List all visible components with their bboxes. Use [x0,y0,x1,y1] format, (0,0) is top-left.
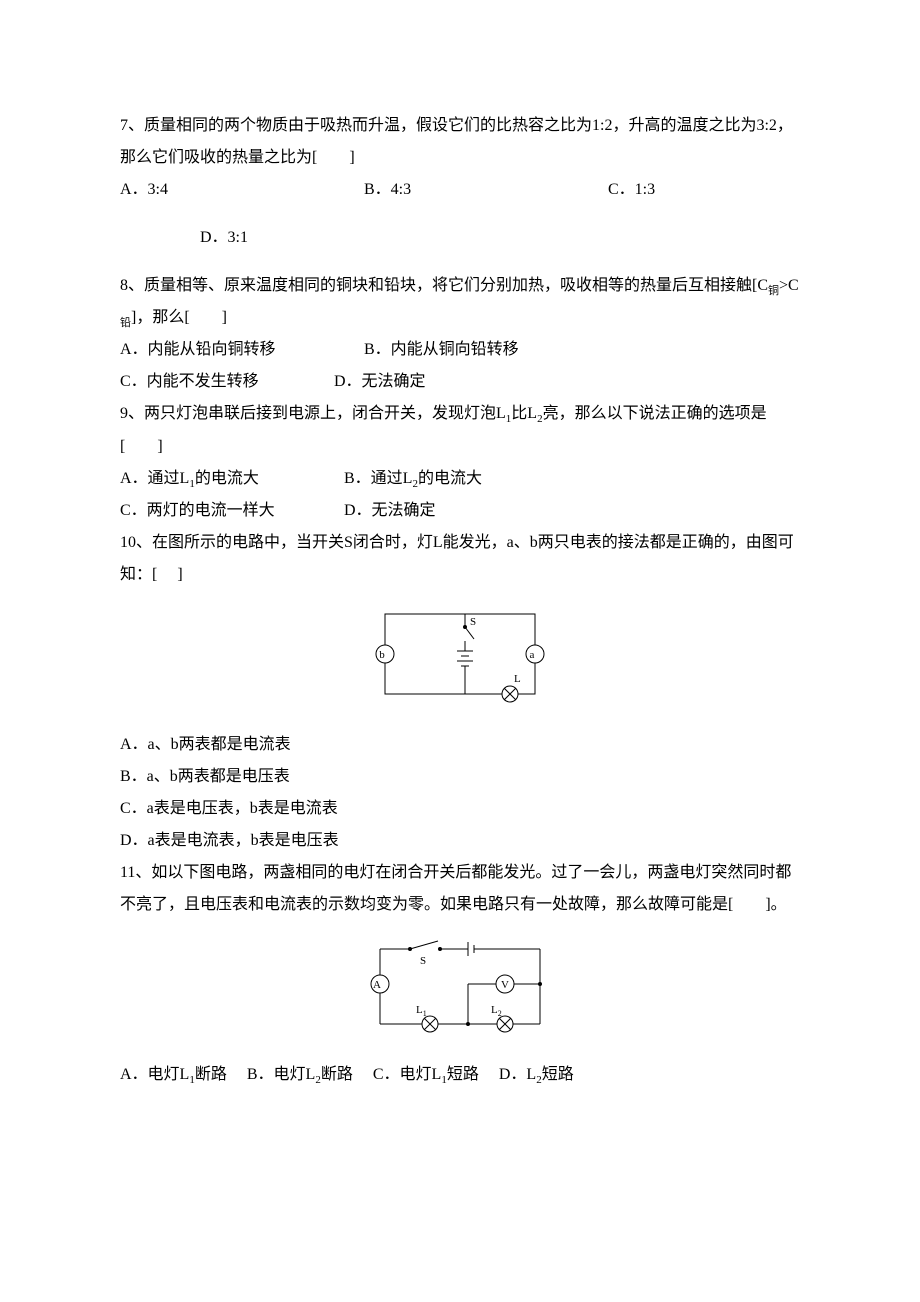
q11-label-l2: L2 [491,1004,502,1018]
q7-options: A．3:4 B．4:3 C．1:3 [120,174,800,206]
q9-opt-d: D．无法确定 [344,495,436,527]
q7-opt-b: B．4:3 [364,174,604,206]
q10-label-a: a [530,649,535,661]
q10-label-s: S [470,616,476,628]
q9-opt-b-pre: B．通过L [344,470,412,487]
q10-figure: S L a b [120,599,800,721]
q8-stem-mid: >C [779,277,799,294]
q11-stem: 11、如以下图电路，两盏相同的电灯在闭合开关后都能发光。过了一会儿，两盏电灯突然… [120,857,800,921]
q8-sub1: 铜 [768,285,779,297]
q11-d-pre: D．L [499,1066,536,1083]
q7-opt-d: D．3:1 [120,222,800,254]
q9-stem-pre: 9、两只灯泡串联后接到电源上，闭合开关，发现灯泡L [120,405,506,422]
q11-label-v: V [501,979,509,991]
q11-label-l1: L1 [416,1004,427,1018]
q11-opt-b: B．电灯L2断路 [247,1059,353,1091]
q8-opt-c: C．内能不发生转移 [120,366,330,398]
q11-label-a: A [373,979,381,991]
q8-row1: A．内能从铅向铜转移 B．内能从铜向铅转移 [120,334,800,366]
q7-opt-a: A．3:4 [120,174,360,206]
q10-circuit-svg: S L a b [370,599,550,709]
q9-row1: A．通过L1的电流大 B．通过L2的电流大 [120,463,800,495]
q9-stem: 9、两只灯泡串联后接到电源上，闭合开关，发现灯泡L1比L2亮，那么以下说法正确的… [120,398,800,462]
q8-sub2: 铅 [120,317,131,329]
q8-row2: C．内能不发生转移 D．无法确定 [120,366,800,398]
q8-opt-d: D．无法确定 [334,366,426,398]
q10-label-l: L [514,673,521,685]
q10-stem: 10、在图所示的电路中，当开关S闭合时，灯L能发光，a、b两只电表的接法都是正确… [120,527,800,591]
q11-circuit-svg: S A V L1 L2 [360,929,560,1039]
q11-a-post: 断路 [195,1066,227,1083]
q8-opt-a: A．内能从铅向铜转移 [120,334,360,366]
q7-opt-c: C．1:3 [608,174,655,206]
q9-opt-a: A．通过L1的电流大 [120,463,340,495]
q11-figure: S A V L1 L2 [120,929,800,1051]
q11-c-pre: C．电灯L [373,1066,441,1083]
q9-opt-c: C．两灯的电流一样大 [120,495,340,527]
q9-opt-a-pre: A．通过L [120,470,189,487]
q9-opt-b: B．通过L2的电流大 [344,463,482,495]
q11-b-pre: B．电灯L [247,1066,315,1083]
q10-label-b: b [379,649,385,661]
q9-row2: C．两灯的电流一样大 D．无法确定 [120,495,800,527]
q11-c-post: 短路 [447,1066,479,1083]
q10-opt-b: B．a、b两表都是电压表 [120,761,800,793]
q11-d-post: 短路 [542,1066,574,1083]
q10-opt-a: A．a、b两表都是电流表 [120,729,800,761]
q9-opt-a-post: 的电流大 [195,470,259,487]
q8-stem-pre: 8、质量相等、原来温度相同的铜块和铅块，将它们分别加热，吸收相等的热量后互相接触… [120,277,768,294]
q11-label-s: S [420,955,426,967]
q8-stem: 8、质量相等、原来温度相同的铜块和铅块，将它们分别加热，吸收相等的热量后互相接触… [120,270,800,334]
q11-opt-a: A．电灯L1断路 [120,1059,227,1091]
q11-b-post: 断路 [321,1066,353,1083]
q7-stem: 7、质量相同的两个物质由于吸热而升温，假设它们的比热容之比为1:2，升高的温度之… [120,110,800,174]
q11-opt-c: C．电灯L1短路 [373,1059,479,1091]
q11-a-pre: A．电灯L [120,1066,189,1083]
q11-opt-d: D．L2短路 [499,1059,574,1091]
q11-options: A．电灯L1断路 B．电灯L2断路 C．电灯L1短路 D．L2短路 [120,1059,800,1091]
q8-opt-b: B．内能从铜向铅转移 [364,334,519,366]
q10-opt-d: D．a表是电流表，b表是电压表 [120,825,800,857]
q8-stem-post: ]，那么[ ] [131,309,227,326]
q10-opt-c: C．a表是电压表，b表是电流表 [120,793,800,825]
q9-stem-mid: 比L [511,405,537,422]
q9-opt-b-post: 的电流大 [418,470,482,487]
